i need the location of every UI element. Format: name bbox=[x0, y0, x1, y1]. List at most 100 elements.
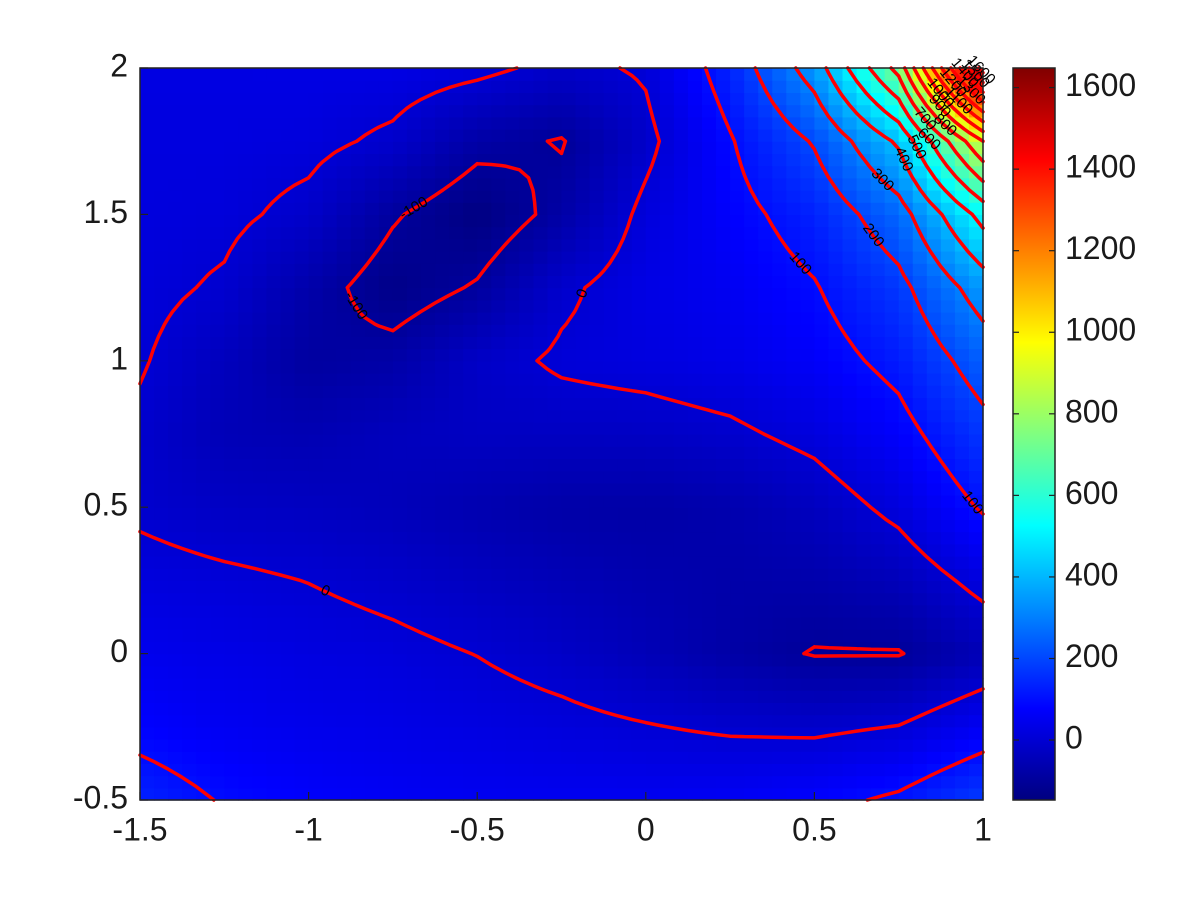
field-cell bbox=[308, 116, 324, 130]
field-cell bbox=[631, 507, 647, 520]
field-cell bbox=[238, 336, 253, 350]
field-cell bbox=[364, 702, 380, 716]
field-cell bbox=[392, 702, 408, 716]
field-cell bbox=[898, 592, 914, 606]
field-cell bbox=[912, 751, 928, 764]
field-cell bbox=[940, 312, 956, 325]
field-cell bbox=[533, 263, 549, 276]
field-cell bbox=[730, 678, 745, 691]
field-cell bbox=[575, 787, 591, 801]
field-cell bbox=[716, 787, 731, 801]
field-cell bbox=[730, 312, 745, 325]
field-cell bbox=[266, 129, 282, 142]
field-cell bbox=[884, 665, 900, 679]
field-cell bbox=[238, 568, 253, 581]
field-cell bbox=[336, 360, 352, 374]
field-cell bbox=[758, 348, 773, 362]
field-cell bbox=[617, 702, 633, 716]
field-cell bbox=[856, 568, 872, 581]
field-cell bbox=[533, 360, 549, 374]
field-cell bbox=[182, 177, 197, 191]
field-cell bbox=[519, 299, 534, 313]
field-cell bbox=[280, 629, 296, 642]
field-cell bbox=[182, 251, 197, 264]
field-cell bbox=[224, 458, 239, 472]
field-cell bbox=[603, 604, 619, 618]
field-cell bbox=[294, 360, 310, 374]
field-cell bbox=[392, 251, 408, 264]
field-cell bbox=[968, 202, 984, 215]
field-cell bbox=[280, 714, 296, 728]
field-cell bbox=[392, 287, 408, 301]
field-cell bbox=[673, 531, 689, 545]
field-cell bbox=[210, 385, 225, 398]
field-cell bbox=[645, 68, 661, 81]
field-cell bbox=[716, 214, 731, 228]
field-cell bbox=[716, 141, 731, 154]
heatmap bbox=[140, 68, 984, 801]
field-cell bbox=[294, 507, 310, 520]
field-cell bbox=[687, 360, 703, 374]
field-cell bbox=[238, 617, 253, 630]
field-cell bbox=[350, 787, 366, 801]
field-cell bbox=[842, 580, 858, 594]
field-cell bbox=[336, 385, 352, 398]
field-cell bbox=[716, 202, 731, 215]
field-cell bbox=[716, 68, 731, 81]
field-cell bbox=[463, 92, 478, 106]
field-cell bbox=[435, 495, 450, 508]
field-cell bbox=[280, 482, 296, 496]
field-cell bbox=[786, 543, 801, 557]
field-cell bbox=[449, 531, 464, 545]
field-cell bbox=[491, 507, 506, 520]
field-cell bbox=[730, 68, 745, 81]
field-cell bbox=[814, 251, 830, 264]
field-cell bbox=[786, 141, 801, 154]
field-cell bbox=[589, 360, 605, 374]
field-cell bbox=[631, 726, 647, 740]
field-cell bbox=[336, 641, 352, 655]
field-cell bbox=[589, 458, 605, 472]
field-cell bbox=[294, 348, 310, 362]
field-cell bbox=[786, 702, 801, 716]
field-cell bbox=[392, 531, 408, 545]
field-cell bbox=[364, 482, 380, 496]
field-cell bbox=[940, 714, 956, 728]
field-cell bbox=[449, 434, 464, 447]
field-cell bbox=[350, 116, 366, 130]
field-cell bbox=[477, 556, 492, 569]
field-cell bbox=[168, 104, 183, 118]
field-cell bbox=[547, 409, 563, 423]
field-cell bbox=[926, 507, 942, 520]
field-cell bbox=[758, 299, 773, 313]
field-cell bbox=[912, 531, 928, 545]
field-cell bbox=[702, 495, 717, 508]
field-cell bbox=[687, 702, 703, 716]
field-cell bbox=[716, 324, 731, 337]
field-cell bbox=[547, 568, 563, 581]
field-cell bbox=[898, 482, 914, 496]
field-cell bbox=[870, 543, 886, 557]
field-cell bbox=[463, 739, 478, 752]
field-cell bbox=[842, 592, 858, 606]
field-cell bbox=[463, 251, 478, 264]
field-cell bbox=[224, 446, 239, 459]
field-cell bbox=[266, 482, 282, 496]
field-cell bbox=[603, 665, 619, 679]
field-cell bbox=[659, 714, 675, 728]
field-cell bbox=[477, 348, 492, 362]
field-cell bbox=[870, 556, 886, 569]
field-cell bbox=[800, 482, 815, 496]
field-cell bbox=[589, 80, 605, 93]
field-cell bbox=[912, 519, 928, 533]
field-cell bbox=[884, 312, 900, 325]
field-cell bbox=[533, 507, 549, 520]
field-cell bbox=[449, 543, 464, 557]
field-cell bbox=[884, 629, 900, 642]
field-cell bbox=[856, 177, 872, 191]
field-cell bbox=[617, 592, 633, 606]
field-cell bbox=[617, 519, 633, 533]
field-cell bbox=[449, 275, 464, 289]
field-cell bbox=[224, 312, 239, 325]
field-cell bbox=[940, 787, 956, 801]
